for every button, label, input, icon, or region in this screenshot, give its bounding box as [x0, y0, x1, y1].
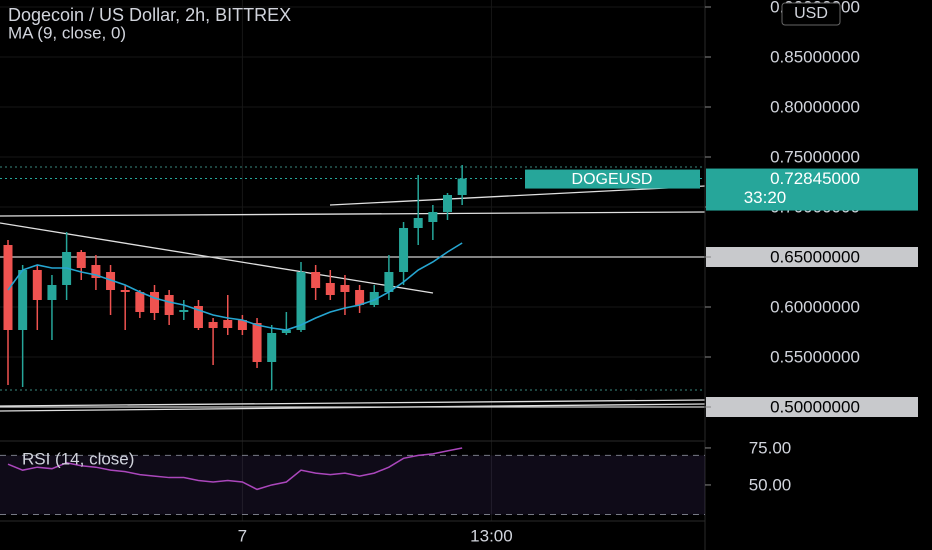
rsi-line: [7, 447, 463, 491]
trend-line: [0, 211, 705, 217]
y-tick-label: 0.75000000: [770, 147, 860, 166]
candle-body: [179, 310, 189, 312]
candle-body: [384, 272, 394, 292]
candle-body: [76, 252, 86, 268]
currency-box[interactable]: [781, 2, 841, 26]
y-tick-label: 0.60000000: [770, 297, 860, 316]
candle-body: [428, 212, 438, 222]
y-tick-label: 0.65000000: [770, 247, 860, 266]
candle-body: [252, 323, 262, 362]
main-pane: [0, 6, 705, 412]
last-price: 0.72845000: [770, 169, 860, 188]
candle-body: [106, 272, 116, 290]
x-tick-label: 13:00: [470, 526, 513, 545]
currency[interactable]: USD: [794, 5, 828, 22]
candle-body: [281, 330, 291, 333]
candle-body: [164, 295, 174, 315]
candle-body: [443, 195, 452, 212]
candle-body: [267, 333, 277, 362]
candle-body: [135, 292, 145, 312]
candle-body: [120, 290, 130, 292]
rsi-band: [0, 455, 705, 515]
candle-body: [399, 228, 409, 272]
candle-body: [3, 245, 13, 330]
candle-body: [237, 320, 247, 330]
price-tag: [706, 168, 918, 211]
y-tick-label: 0.55000000: [770, 347, 860, 366]
candle-body: [413, 218, 423, 228]
candle-body: [208, 322, 218, 328]
indicator-label: MA (9, close, 0): [8, 23, 126, 42]
ma-line: [7, 242, 463, 331]
hline-label-box: [706, 247, 918, 267]
trend-line: [329, 185, 705, 206]
x-tick-label: 7: [238, 526, 247, 545]
y-tick-label: 75.00: [749, 438, 792, 457]
candle-body: [193, 306, 203, 328]
candle-body: [32, 270, 42, 300]
candle-body: [91, 265, 101, 278]
y-tick-label: 0.80000000: [770, 97, 860, 116]
symbol-badge: [525, 169, 700, 189]
candle-body: [150, 292, 159, 313]
chart-title: Dogecoin / US Dollar, 2h, BITTREX: [8, 5, 291, 25]
candle-body: [340, 285, 350, 292]
y-tick-label: 0.50000000: [770, 397, 860, 416]
symbol: DOGEUSD: [572, 171, 653, 188]
candle-body: [47, 285, 57, 300]
candle-body: [296, 272, 306, 330]
candle-body: [457, 178, 467, 195]
trend-line: [0, 399, 705, 407]
rsi-label: RSI (14, close): [22, 449, 134, 468]
candle-body: [311, 272, 321, 288]
trend-line: [0, 222, 434, 294]
candle-body: [355, 290, 365, 305]
candle-body: [223, 320, 233, 328]
countdown: 33:20: [744, 188, 787, 207]
candle-body: [369, 292, 379, 305]
candle-body: [18, 270, 28, 330]
hline-label-box: [706, 397, 918, 417]
y-tick-label: 0.85000000: [770, 47, 860, 66]
y-tick-label: 50.00: [749, 475, 792, 494]
candle-body: [325, 283, 335, 295]
